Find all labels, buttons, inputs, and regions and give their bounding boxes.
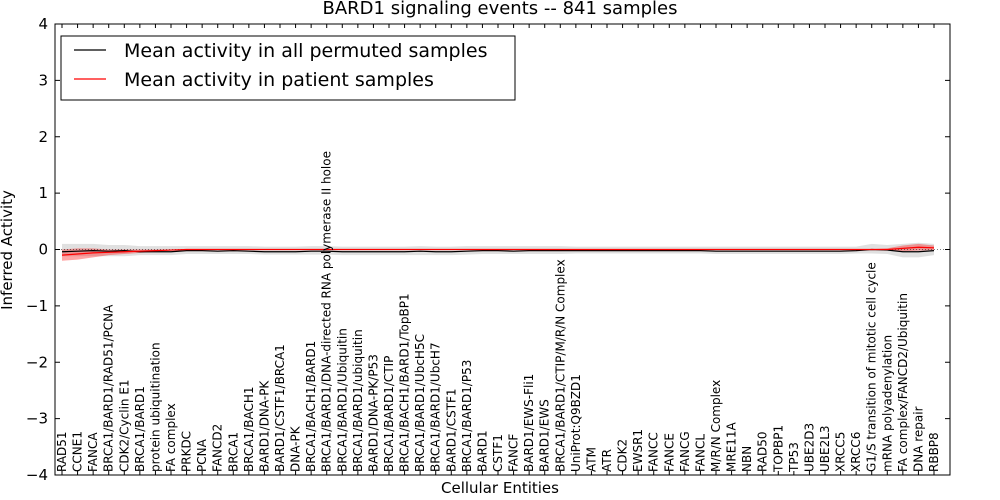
legend: Mean activity in all permuted samples Me… — [60, 35, 516, 101]
x-tick-label: BRCA1/BARD1/CTIP/M/R/N Complex — [553, 259, 567, 472]
y-tick-label: −2 — [26, 353, 48, 371]
x-tick-label: ATR — [600, 449, 614, 472]
x-tick-label: BRCA1/BARD1/UbcH7 — [429, 342, 443, 472]
x-tick-label: BARD1/DNA-PK/P53 — [366, 354, 380, 472]
x-tick-label: PRKDC — [180, 431, 194, 472]
y-tick-label: 3 — [38, 71, 48, 89]
x-tick-label: BARD1 — [475, 430, 489, 472]
x-tick-label: BARD1/CSTF1/BRCA1 — [273, 344, 287, 472]
y-tick-label: 2 — [38, 128, 48, 146]
x-tick-label: DNA repair — [911, 406, 925, 472]
patient-mean-line — [61, 246, 935, 256]
x-tick-label: BRCA1/BACH1 — [242, 386, 256, 472]
x-tick-label: BARD1/CSTF1 — [444, 388, 458, 472]
chart-title: BARD1 signaling events -- 841 samples — [323, 0, 678, 19]
x-tick-label: protein ubiquitination — [148, 342, 162, 472]
x-tick-label: FANCE — [662, 433, 676, 472]
plot-frame — [54, 23, 951, 476]
series-lines — [61, 246, 935, 256]
x-tick-label: CSTF1 — [491, 434, 505, 472]
axis-ticks: −4 −3 −2 −1 0 1 2 3 4 — [26, 15, 950, 484]
x-tick-label: EWSR1 — [631, 429, 645, 472]
x-tick-label: TOPBP1 — [771, 425, 785, 473]
y-tick-label: −4 — [26, 466, 48, 484]
y-tick-label: −1 — [26, 297, 48, 315]
x-tick-label: DNA-PK — [289, 425, 303, 472]
legend-label-permuted: Mean activity in all permuted samples — [124, 40, 487, 62]
legend-label-patient: Mean activity in patient samples — [124, 69, 434, 91]
x-tick-label: XRCC5 — [834, 432, 848, 472]
x-tick-label: BRCA1/BARD1 — [133, 386, 147, 472]
x-tick-label: BRCA1/BACH1/BARD1/TopBP1 — [398, 293, 412, 472]
permuted-mean-line — [61, 248, 935, 253]
x-tick-label: UBE2L3 — [818, 425, 832, 472]
x-tick-label: FANCF — [507, 434, 521, 472]
x-tick-label: ATM — [584, 447, 598, 472]
x-tick-label: RAD51 — [55, 431, 69, 472]
x-tick-label: BRCA1/BARD1/CTIP — [382, 356, 396, 472]
x-tick-label: CDK2 — [616, 439, 630, 472]
x-tick-label: MRE11A — [725, 421, 739, 472]
x-tick-label: RBBP8 — [927, 432, 941, 472]
x-tick-label: XRCC6 — [849, 432, 863, 472]
x-tick-label: FA complex/FANCD2/Ubiquitin — [896, 293, 910, 472]
x-tick-label: FANCC — [647, 432, 661, 472]
x-tick-label: G1/S transition of mitotic cell cycle — [865, 262, 879, 472]
y-tick-label: 1 — [38, 184, 48, 202]
y-axis-label: Inferred Activity — [0, 190, 16, 310]
x-tick-label: FANCD2 — [211, 424, 225, 472]
x-tick-label: FANCG — [678, 431, 692, 472]
x-tick-label: NBN — [740, 446, 754, 472]
x-tick-label: CDK2/Cyclin E1 — [117, 379, 131, 472]
legend-box — [60, 35, 516, 101]
x-tick-label: mRNA polyadenylation — [880, 335, 894, 472]
category-labels: RAD51 CCNE1 FANCA BRCA1/BARD1/RAD51/PCNA CDK… — [55, 151, 941, 473]
x-tick-label: PCNA — [195, 438, 209, 472]
x-tick-label: RAD50 — [756, 431, 770, 472]
x-tick-label: TP53 — [787, 442, 801, 473]
y-tick-label: 4 — [38, 15, 48, 33]
x-tick-label: BRCA1/BACH1/BARD1 — [304, 341, 318, 472]
x-tick-label: BRCA1/BARD1/ubiquitin — [351, 329, 365, 472]
x-tick-label: BRCA1/BARD1/RAD51/PCNA — [102, 304, 116, 472]
y-tick-label: −3 — [26, 410, 48, 428]
x-tick-label: BARD1/DNA-PK — [257, 380, 271, 472]
x-tick-label: BRCA1/BARD1/P53 — [460, 360, 474, 472]
x-tick-label: CCNE1 — [71, 431, 85, 472]
x-axis-label: Cellular Entities — [441, 479, 559, 497]
y-tick-label: 0 — [38, 241, 48, 259]
x-tick-label: M/R/N Complex — [709, 380, 723, 472]
x-tick-label: FANCL — [693, 434, 707, 472]
x-tick-label: BRCA1/BARD1/UbcH5C — [413, 334, 427, 472]
x-tick-label: BARD1/EWS-Fli1 — [522, 374, 536, 472]
x-tick-label: UBE2D3 — [802, 423, 816, 472]
x-tick-label: UniProt:Q9BZD1 — [569, 374, 583, 472]
x-tick-label: FA complex — [164, 403, 178, 472]
x-tick-label: BARD1/EWS — [538, 399, 552, 472]
x-tick-label: FANCA — [86, 432, 100, 472]
x-tick-label: BRCA1 — [226, 432, 240, 472]
x-tick-label: BRCA1/BARD1/DNA-directed RNA polymerase … — [320, 151, 334, 472]
x-tick-label: BRCA1/BARD1/Ubiquitin — [335, 328, 349, 472]
